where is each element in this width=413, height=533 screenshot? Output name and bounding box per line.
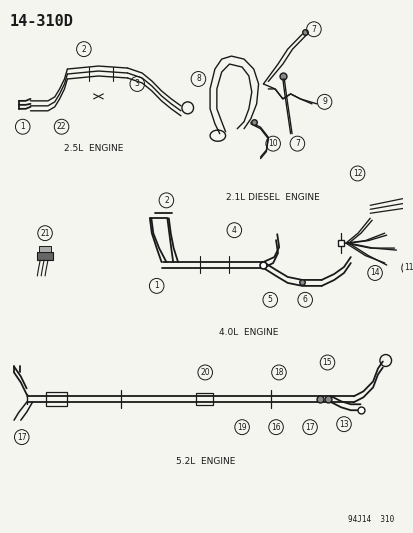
Text: 5: 5 — [267, 295, 272, 304]
Text: 6: 6 — [302, 295, 307, 304]
Bar — [39, 246, 51, 252]
Text: 17: 17 — [17, 433, 26, 442]
Text: 19: 19 — [237, 423, 246, 432]
Text: 14-310D: 14-310D — [9, 14, 73, 29]
Text: 5.2L  ENGINE: 5.2L ENGINE — [175, 457, 234, 466]
Text: 16: 16 — [271, 423, 280, 432]
Bar — [46, 392, 67, 406]
Bar — [37, 252, 53, 260]
Text: 8: 8 — [196, 75, 200, 84]
Text: 13: 13 — [338, 419, 348, 429]
Text: 20: 20 — [200, 368, 209, 377]
Text: 3: 3 — [135, 79, 139, 88]
Text: 1: 1 — [20, 122, 25, 131]
Text: 17: 17 — [304, 423, 314, 432]
Text: 7: 7 — [294, 139, 299, 148]
Text: 14: 14 — [369, 269, 379, 278]
Text: 4.0L  ENGINE: 4.0L ENGINE — [218, 328, 278, 337]
Text: 10: 10 — [268, 139, 277, 148]
Text: 11: 11 — [404, 263, 413, 272]
Text: 2: 2 — [164, 196, 169, 205]
Text: 9: 9 — [321, 98, 326, 107]
Text: 12: 12 — [352, 169, 361, 178]
Text: 1: 1 — [154, 281, 159, 290]
Text: 2.1L DIESEL  ENGINE: 2.1L DIESEL ENGINE — [226, 193, 319, 203]
Text: 21: 21 — [40, 229, 50, 238]
Text: 22: 22 — [57, 122, 66, 131]
Text: 7: 7 — [311, 25, 316, 34]
Text: 94J14  310: 94J14 310 — [347, 515, 394, 523]
Text: 2: 2 — [81, 45, 86, 54]
Text: 4: 4 — [231, 225, 236, 235]
Text: 2.5L  ENGINE: 2.5L ENGINE — [64, 144, 123, 152]
Bar — [195, 393, 212, 405]
Text: 18: 18 — [273, 368, 283, 377]
Text: 15: 15 — [322, 358, 332, 367]
